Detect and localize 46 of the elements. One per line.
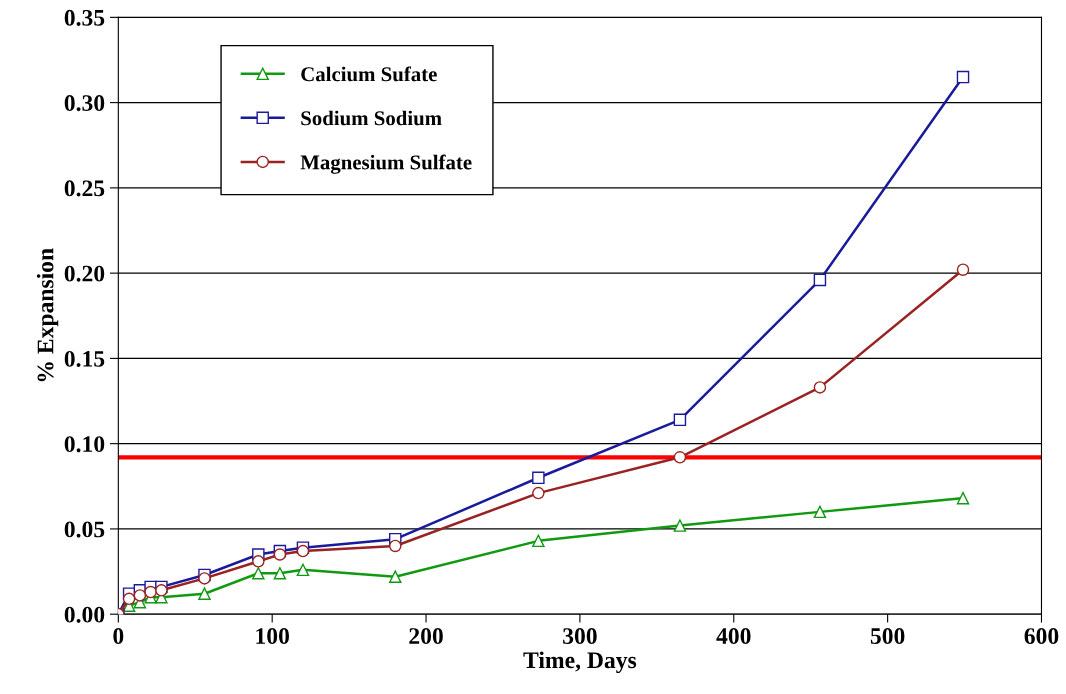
point [273, 548, 287, 561]
legend-label: Magnesium Sulfate [300, 154, 472, 174]
point [532, 486, 545, 500]
y-axis-title: % Expansion [36, 248, 59, 382]
legend-label: Sodium Sodium [301, 110, 442, 126]
y-tick-label: 0.05 [64, 521, 105, 538]
x-tick-label: 500 [870, 628, 905, 644]
x-tick-label: 200 [409, 628, 443, 644]
legend-label: Calcium Sufate [301, 66, 437, 82]
point [133, 589, 147, 602]
point [252, 567, 265, 580]
point [296, 544, 310, 558]
point [389, 539, 402, 553]
point [532, 534, 545, 548]
point [532, 471, 545, 485]
point [956, 70, 970, 84]
point [673, 413, 687, 427]
x-tick-label: 100 [256, 628, 289, 644]
point [198, 572, 211, 585]
y-tick-label: 0.15 [64, 350, 105, 367]
point [198, 587, 211, 600]
x-tick-label: 600 [1024, 628, 1059, 644]
y-tick-label: 0.30 [64, 95, 105, 112]
x-tick-label: 400 [716, 628, 751, 644]
point [813, 505, 827, 519]
point [252, 555, 265, 568]
point [813, 381, 827, 394]
point [813, 273, 827, 287]
point [956, 491, 970, 505]
point [389, 570, 402, 583]
point [155, 584, 168, 597]
x-tick-label: 300 [563, 628, 597, 644]
point [144, 585, 157, 599]
x-axis-title: Time, Days [523, 651, 637, 674]
y-tick-label: 0.35 [64, 9, 105, 26]
point [122, 592, 136, 606]
y-tick-label: 0.00 [64, 606, 105, 623]
point [673, 451, 687, 464]
y-tick-label: 0.25 [64, 180, 105, 197]
point [296, 563, 310, 577]
point [956, 263, 970, 276]
y-tick-label: 0.20 [64, 265, 105, 282]
point [673, 519, 687, 532]
point [273, 567, 287, 580]
x-tick-label: 0 [113, 628, 124, 644]
y-tick-label: 0.10 [64, 436, 105, 453]
